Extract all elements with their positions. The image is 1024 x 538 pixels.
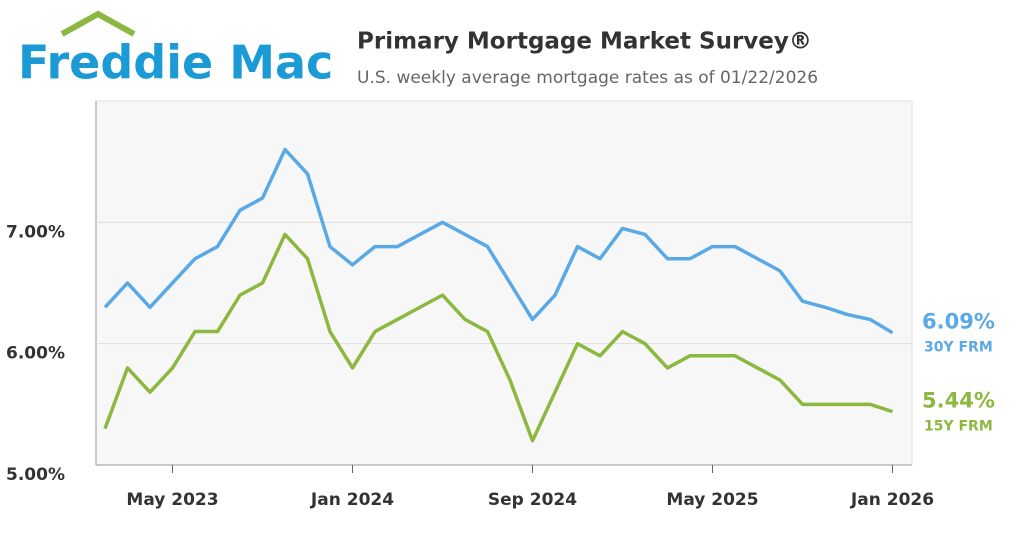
series-line [103, 232, 894, 443]
y-tick-label: 6.00% [6, 344, 65, 364]
legend-label: 30Y FRM [924, 340, 993, 356]
end-label: 5.44% [922, 389, 995, 413]
x-tick-label: May 2023 [126, 490, 218, 510]
plot-area [95, 100, 913, 466]
chart-title: Primary Mortgage Market Survey® [357, 29, 812, 55]
x-tick-label: Jan 2024 [310, 490, 394, 510]
chart-subtitle: U.S. weekly average mortgage rates as of… [357, 68, 818, 88]
x-tick-label: Jan 2026 [850, 490, 934, 510]
x-tick-label: May 2025 [666, 490, 758, 510]
legend-label: 15Y FRM [924, 419, 993, 435]
logo: Freddie Mac [18, 36, 333, 90]
y-tick-label: 5.00% [6, 465, 65, 485]
x-tick-label: Sep 2024 [488, 490, 577, 510]
series-line [103, 147, 894, 335]
end-label: 6.09% [922, 310, 995, 334]
logo-roof [60, 10, 136, 37]
y-tick-label: 7.00% [6, 222, 65, 242]
